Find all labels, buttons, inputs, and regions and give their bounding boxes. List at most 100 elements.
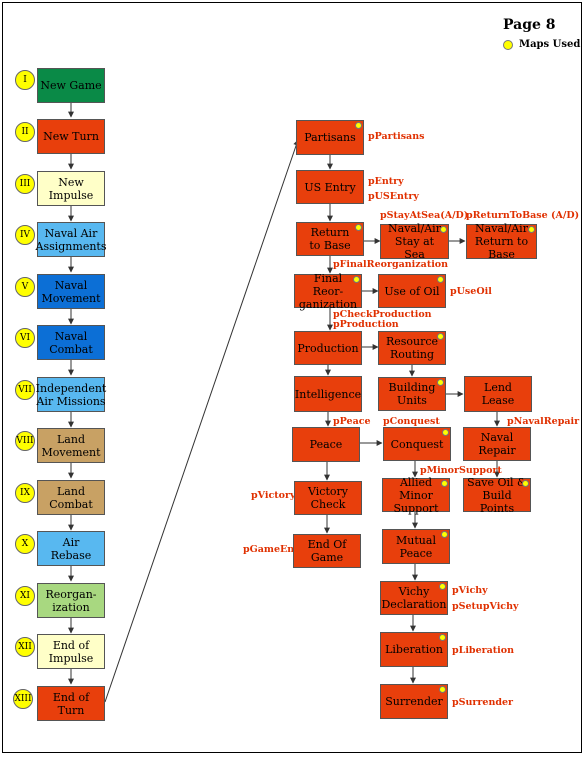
phase-label: Land Combat xyxy=(49,484,93,511)
phase-number-badge: I xyxy=(15,70,35,90)
phase-number-badge: XII xyxy=(15,637,35,657)
step-production: Production xyxy=(294,331,362,365)
phase-box-new-turn: New Turn xyxy=(37,119,105,154)
map-marker-icon xyxy=(437,379,444,386)
step-us-entry: US Entry xyxy=(296,170,364,204)
procedure-label: pConquest xyxy=(383,416,440,427)
step-conquest: Conquest xyxy=(383,427,451,461)
step-label: Victory Check xyxy=(308,485,348,511)
phase-number-badge: II xyxy=(15,122,35,142)
step-save-oil-build-points: Save Oil & Build Points xyxy=(463,476,531,515)
step-label: Liberation xyxy=(385,643,443,656)
phase-number-badge: XIII xyxy=(13,689,33,709)
map-marker-icon xyxy=(439,583,446,590)
map-marker-icon xyxy=(355,122,362,129)
map-marker-icon xyxy=(440,226,447,233)
step-naval-repair: Naval Repair xyxy=(463,427,531,461)
phase-label: Land Movement xyxy=(41,432,101,459)
phase-box-air-rebase: Air Rebase xyxy=(37,531,105,566)
map-marker-icon xyxy=(439,686,446,693)
step-partisans: Partisans xyxy=(296,120,364,155)
step-mutual-peace: Mutual Peace xyxy=(382,529,450,564)
map-marker-icon xyxy=(439,634,446,641)
step-label: Vichy Declaration xyxy=(381,585,447,611)
phase-label: Naval Combat xyxy=(49,329,93,356)
map-marker-icon xyxy=(522,480,529,487)
step-final-reorganization: Final Reor- ganization xyxy=(294,272,362,311)
step-label: Use of Oil xyxy=(384,284,440,298)
procedure-label: pPeace xyxy=(333,416,371,427)
phase-box-new-game: New Game xyxy=(37,68,105,103)
step-label: Conquest xyxy=(390,437,444,451)
phase-number-badge: XI xyxy=(15,586,35,606)
legend-label: Maps Used xyxy=(519,39,581,50)
step-label: Naval/Air Stay at Sea xyxy=(388,222,441,261)
map-marker-icon xyxy=(441,480,448,487)
phase-number-badge: V xyxy=(15,277,35,297)
phase-label: Independent Air Missions xyxy=(35,381,107,408)
procedure-label: pFinalReorganization xyxy=(333,259,449,270)
procedure-label: pProduction xyxy=(333,319,399,330)
step-label: Naval/Air Return to Base xyxy=(474,222,529,261)
step-label: Building Units xyxy=(388,381,436,407)
procedure-label: pSurrender xyxy=(452,697,514,708)
phase-label: New Game xyxy=(40,79,102,92)
phase-number-badge: VII xyxy=(15,380,35,400)
step-allied-minor-support: Allied Minor Support xyxy=(382,476,450,515)
phase-label: End of Impulse xyxy=(48,638,94,665)
phase-number-badge: VI xyxy=(15,328,35,348)
step-label: Resource Routing xyxy=(385,335,439,361)
step-use-of-oil: Use of Oil xyxy=(378,274,446,308)
phase-label: End of Turn xyxy=(52,690,90,717)
map-marker-icon xyxy=(442,429,449,436)
step-label: US Entry xyxy=(304,180,356,194)
phase-box-naval-movement: Naval Movement xyxy=(37,274,105,309)
step-return-to-base: Return to Base xyxy=(296,222,364,256)
map-marker-icon xyxy=(437,276,444,283)
procedure-label: pVichy xyxy=(452,585,488,596)
phase-label: Naval Air Assignments xyxy=(35,226,107,253)
step-surrender: Surrender xyxy=(380,684,448,719)
procedure-label: pEntry xyxy=(368,176,404,187)
procedure-label: pReturnToBase (A/D) xyxy=(466,210,580,221)
procedure-label: pStayAtSea(A/D) xyxy=(380,210,469,221)
procedure-label: pUSEntry xyxy=(368,191,419,202)
map-marker-icon xyxy=(503,39,513,50)
procedure-label: pSetupVichy xyxy=(452,601,519,612)
step-label: Peace xyxy=(309,438,343,451)
map-marker-icon xyxy=(528,226,535,233)
step-naval-air-return-to-base: Naval/Air Return to Base xyxy=(466,222,537,261)
phase-label: Reorgan- ization xyxy=(45,587,97,614)
phase-box-end-of-turn: End of Turn xyxy=(37,686,105,721)
map-marker-icon xyxy=(437,333,444,340)
phase-box-end-of-impulse: End of Impulse xyxy=(37,634,105,669)
step-vichy-declaration: Vichy Declaration xyxy=(380,581,448,615)
procedure-label: pCheckProduction xyxy=(333,309,432,320)
procedure-label: pNavalRepair xyxy=(507,416,580,427)
map-marker-icon xyxy=(353,276,360,283)
phase-box-independent-air-missions: Independent Air Missions xyxy=(35,377,107,412)
step-label: Mutual Peace xyxy=(396,533,436,560)
phase-label: Air Rebase xyxy=(50,535,92,562)
step-label: Surrender xyxy=(385,695,443,708)
phase-label: Naval Movement xyxy=(41,278,101,305)
step-building-units: Building Units xyxy=(378,377,446,411)
procedure-label: pLiberation xyxy=(452,645,515,656)
map-marker-icon xyxy=(355,224,362,231)
step-liberation: Liberation xyxy=(380,632,448,667)
step-intelligence: Intelligence xyxy=(294,376,362,412)
phase-number-badge: IV xyxy=(15,225,35,245)
phase-number-badge: IX xyxy=(15,483,35,503)
procedure-label: pPartisans xyxy=(368,131,425,142)
step-label: Partisans xyxy=(304,131,356,144)
phase-box-naval-combat: Naval Combat xyxy=(37,325,105,360)
phase-box-land-movement: Land Movement xyxy=(37,428,105,463)
step-resource-routing: Resource Routing xyxy=(378,331,446,365)
step-label: Lend Lease xyxy=(481,381,515,407)
phase-label: New Turn xyxy=(43,130,99,143)
step-peace: Peace xyxy=(292,427,360,462)
phase-box-reorganization: Reorgan- ization xyxy=(37,583,105,618)
procedure-label: pMinorSupport xyxy=(420,465,502,476)
